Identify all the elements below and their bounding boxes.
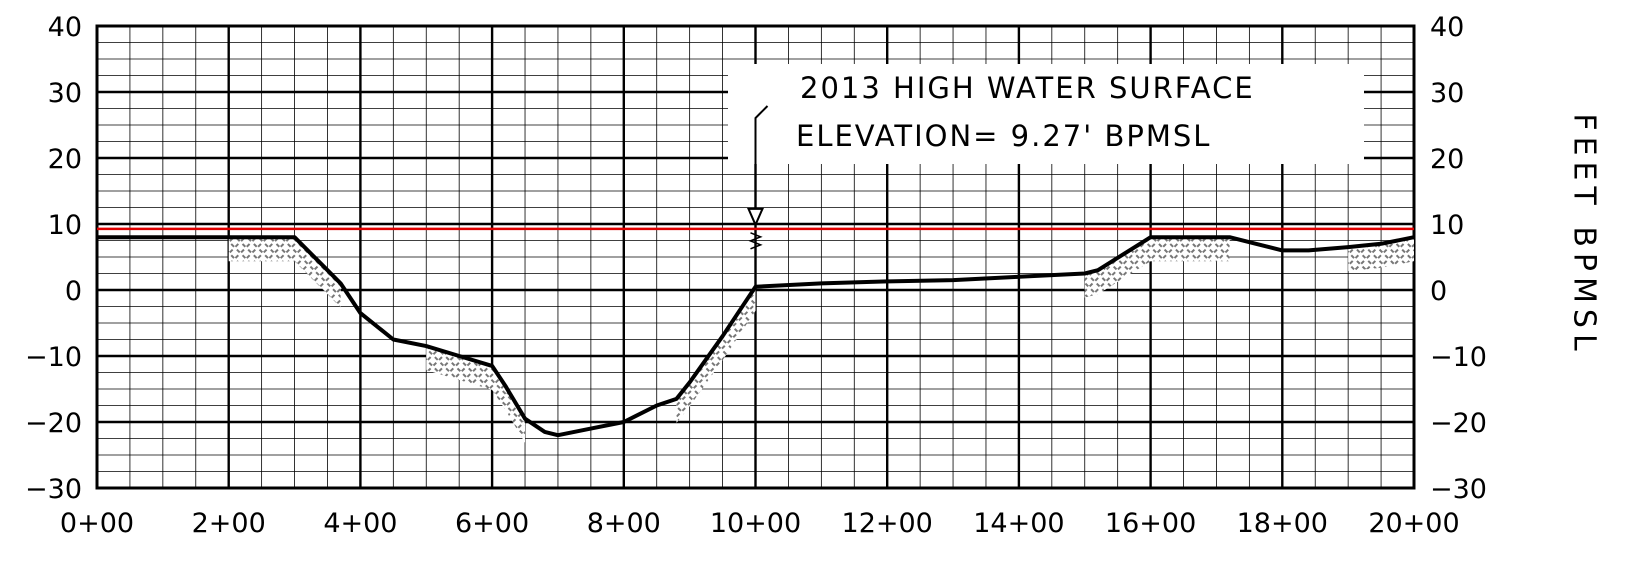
x-tick-label: 4+00 — [323, 508, 397, 539]
y-tick-label-right: 40 — [1430, 12, 1464, 43]
y-tick-label-right: 30 — [1430, 78, 1464, 109]
leader-line — [754, 105, 769, 207]
y-tick-label-left: 0 — [65, 276, 82, 307]
ground-hatch-band — [228, 237, 341, 308]
ground-hatch-band — [426, 346, 526, 443]
annotation-line-2: ELEVATION= 9.27' BPMSL — [796, 119, 1211, 153]
x-tick-label: 12+00 — [842, 508, 933, 539]
x-tick-label: 0+00 — [60, 508, 134, 539]
x-tick-label: 6+00 — [455, 508, 529, 539]
y-tick-label-right: 20 — [1430, 144, 1464, 175]
y-tick-label-left: 20 — [48, 144, 82, 175]
y-tick-label-left: −10 — [25, 342, 82, 373]
x-tick-label: 20+00 — [1368, 508, 1459, 539]
y-tick-label-right: 0 — [1430, 276, 1447, 307]
y-tick-label-right: −30 — [1430, 474, 1487, 505]
x-tick-label: 2+00 — [192, 508, 266, 539]
ground-hatch-band — [676, 286, 756, 423]
y-tick-label-right: −10 — [1430, 342, 1487, 373]
x-tick-label: 18+00 — [1237, 508, 1328, 539]
y-tick-label-right: 10 — [1430, 210, 1464, 241]
water-level-zigzag-icon — [748, 232, 763, 250]
y-tick-label-left: 10 — [48, 210, 82, 241]
annotation-box — [728, 64, 1364, 164]
ground-profile-line — [97, 235, 1415, 438]
x-tick-label: 16+00 — [1105, 508, 1196, 539]
y-axis-label: FEET BPMSL — [1567, 113, 1602, 356]
y-tick-label-right: −20 — [1430, 408, 1487, 439]
ground-hatch-band — [1084, 237, 1230, 298]
y-tick-label-left: 30 — [48, 78, 82, 109]
x-tick-label: 8+00 — [587, 508, 661, 539]
annotation-line-1: 2013 HIGH WATER SURFACE — [800, 71, 1255, 105]
y-tick-label-left: −20 — [25, 408, 82, 439]
water-level-marker-icon — [746, 207, 765, 228]
x-tick-label: 14+00 — [973, 508, 1064, 539]
y-tick-label-left: 40 — [48, 12, 82, 43]
x-tick-label: 10+00 — [710, 508, 801, 539]
y-tick-label-left: −30 — [25, 474, 82, 505]
